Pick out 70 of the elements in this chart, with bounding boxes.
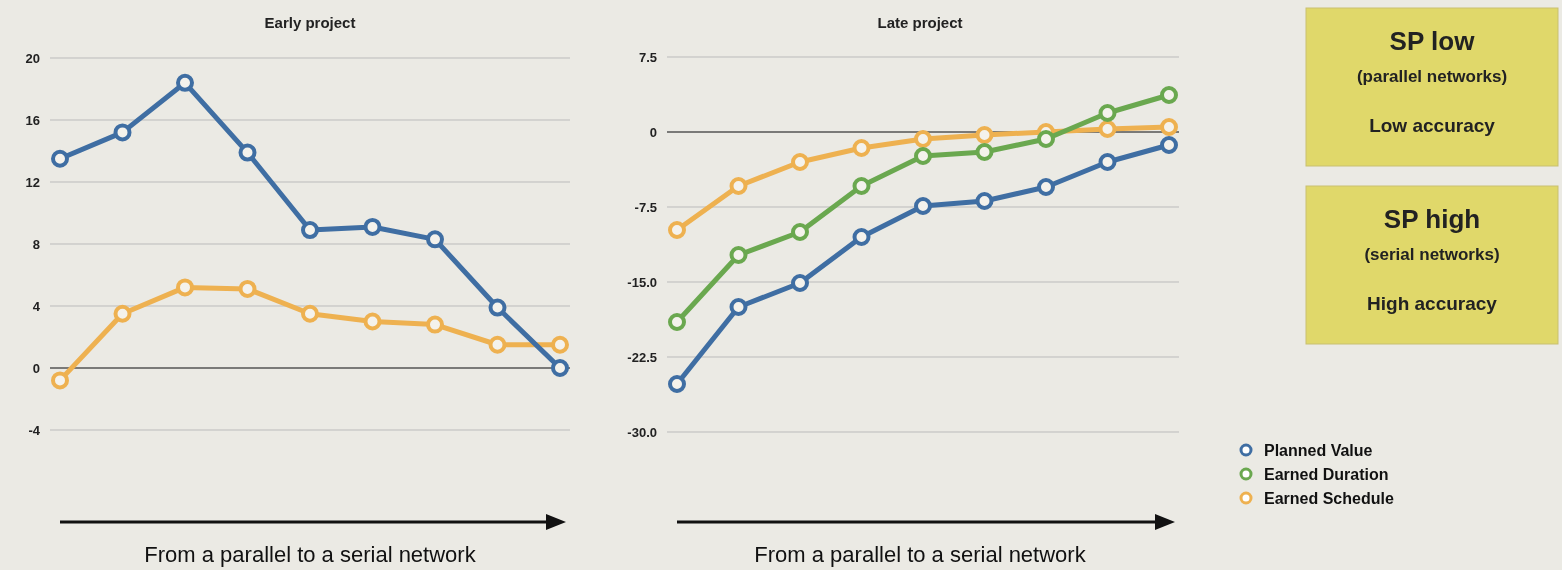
point	[1037, 178, 1055, 196]
point	[791, 223, 809, 241]
point	[668, 313, 686, 331]
point	[488, 335, 507, 354]
legend-label: Earned Schedule	[1264, 489, 1394, 507]
point	[1098, 104, 1117, 122]
chart-title: Late project	[877, 14, 963, 31]
point	[852, 177, 871, 195]
point	[975, 192, 994, 210]
legend-label: Planned Value	[1264, 441, 1373, 459]
text: SP high	[1383, 204, 1481, 234]
y-tick-label: -4	[28, 422, 41, 438]
point	[51, 149, 69, 168]
y-tick-label: 0	[32, 360, 40, 376]
point	[1160, 118, 1178, 136]
point	[975, 126, 994, 144]
point	[301, 221, 319, 240]
point	[668, 221, 686, 239]
point	[238, 143, 257, 162]
point	[363, 217, 382, 236]
point	[729, 246, 748, 264]
point	[852, 228, 871, 246]
point	[176, 278, 194, 297]
point	[551, 335, 569, 354]
x-axis-title: From a parallel to a serial network	[754, 542, 1087, 567]
legend-label: Earned Duration	[1264, 465, 1389, 483]
point	[113, 304, 132, 323]
chart-title: Early project	[264, 14, 356, 31]
y-tick-label: 12	[25, 174, 40, 190]
point	[1160, 136, 1178, 154]
y-tick-label: 8	[32, 236, 40, 252]
point	[1098, 120, 1117, 138]
text: (parallel networks)	[1356, 67, 1508, 86]
point	[1160, 86, 1178, 104]
text: High accuracy	[1367, 293, 1498, 314]
point	[914, 197, 932, 215]
point	[113, 123, 132, 142]
text: SP low	[1389, 26, 1476, 56]
point	[426, 315, 444, 334]
point	[1037, 130, 1055, 148]
point	[51, 371, 69, 390]
y-tick-label: 7.5	[638, 49, 657, 65]
point	[729, 298, 748, 316]
y-tick-label: -30.0	[627, 424, 657, 440]
point	[176, 73, 194, 92]
point	[914, 147, 932, 165]
y-tick-label: -7.5	[634, 199, 657, 215]
point	[488, 298, 507, 317]
y-tick-label: -22.5	[627, 349, 657, 365]
point	[791, 274, 809, 292]
point	[301, 304, 319, 323]
y-tick-label: 20	[25, 50, 40, 66]
point	[914, 130, 932, 148]
point	[551, 359, 569, 377]
x-axis-title: From a parallel to a serial network	[144, 542, 477, 567]
y-tick-label: 0	[649, 124, 657, 140]
y-tick-label: 4	[32, 298, 41, 314]
point	[729, 177, 748, 195]
point	[975, 143, 994, 161]
point	[1098, 153, 1117, 171]
y-tick-label: -15.0	[627, 274, 657, 290]
point	[791, 153, 809, 171]
point	[363, 312, 382, 331]
point	[426, 230, 444, 249]
text: Low accuracy	[1369, 115, 1496, 136]
y-tick-label: 16	[25, 112, 40, 128]
point	[852, 139, 871, 157]
text: (serial networks)	[1364, 245, 1500, 264]
point	[668, 375, 686, 393]
point	[238, 279, 257, 298]
